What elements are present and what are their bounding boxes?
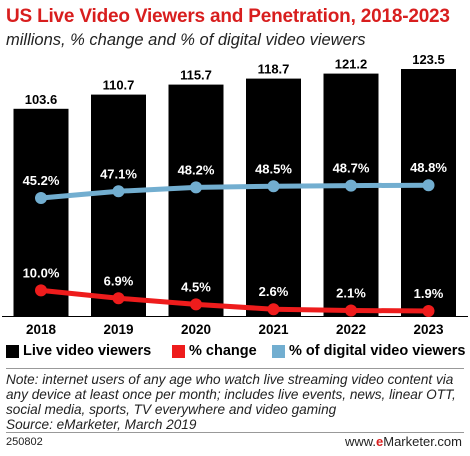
point-penetration-2020	[190, 181, 202, 194]
point-pct-change-2020	[190, 298, 202, 311]
x-tick-label-2018: 2018	[26, 322, 57, 337]
legend-item-live-video-viewers: Live video viewers	[6, 343, 151, 359]
brand-e: e	[376, 434, 384, 449]
legend-swatch-black	[6, 344, 19, 358]
legend-item-percent-change: % change	[172, 343, 257, 359]
legend-swatch-red	[172, 344, 185, 358]
point-penetration-2022	[345, 179, 357, 192]
bar-2020	[168, 84, 224, 316]
x-tick-label-2022: 2022	[336, 322, 366, 337]
point-penetration-2018	[35, 192, 47, 204]
point-pct-change-2021	[267, 303, 280, 316]
note-line-1: Note: internet users of any age who watc…	[6, 372, 454, 387]
data-label-penetration-2020: 48.2%	[178, 162, 215, 177]
data-label-penetration-2019: 47.1%	[100, 166, 137, 181]
data-label-penetration-2023: 48.8%	[410, 160, 447, 175]
x-tick-label-2023: 2023	[413, 322, 444, 337]
data-label-pct-change-2021: 2.6%	[259, 284, 289, 299]
data-label-penetration-2022: 48.7%	[333, 161, 370, 176]
bar-2019	[91, 94, 146, 316]
legend-label: Live video viewers	[23, 343, 152, 359]
series-line-penetration	[38, 182, 431, 201]
point-pct-change-2023	[422, 305, 435, 317]
note-line-2: any device at least once per month; incl…	[6, 387, 456, 402]
point-penetration-2023	[422, 179, 435, 192]
x-tick-label-2020: 2020	[181, 322, 211, 337]
data-label-pct-change-2018: 10.0%	[23, 265, 60, 280]
bar-label-2022: 121.2	[335, 57, 368, 72]
data-label-pct-change-2022: 2.1%	[336, 285, 366, 300]
legend-label: % of digital video viewers	[289, 343, 466, 359]
brand-prefix: www.	[344, 434, 377, 449]
point-penetration-2019	[112, 185, 125, 198]
divider-bottom	[6, 432, 464, 433]
point-pct-change-2019	[112, 292, 125, 305]
bar-2021	[246, 78, 301, 316]
bar-label-2023: 123.5	[412, 52, 445, 67]
bar-2022	[323, 73, 379, 316]
data-label-penetration-2021: 48.5%	[255, 161, 292, 176]
data-label-penetration-2018: 45.2%	[23, 173, 60, 188]
chart-subtitle: millions, % change and % of digital vide…	[6, 31, 366, 49]
divider-top	[6, 368, 464, 369]
x-tick-label-2021: 2021	[258, 322, 289, 337]
chart-canvas: 103.6 2018 110.7 2019 115.7 2020 118.7 2021 121.…	[2, 52, 468, 337]
data-label-pct-change-2023: 1.9%	[414, 286, 444, 301]
note-source: Source: eMarketer, March 2019	[6, 417, 197, 432]
point-pct-change-2022	[345, 304, 357, 317]
chart-title: US Live Video Viewers and Penetration, 2…	[6, 6, 450, 27]
brand-suffix: Marketer.com	[383, 434, 462, 449]
point-pct-change-2018	[35, 284, 47, 297]
note-line-3: social media, sports, TV everywhere and …	[6, 402, 337, 417]
legend-swatch-blue	[272, 344, 285, 358]
chart-id: 250802	[6, 436, 43, 448]
bar-label-2021: 118.7	[258, 62, 290, 77]
bar-label-2019: 110.7	[103, 78, 135, 93]
bar-2018	[13, 108, 69, 316]
series-line-pct-change	[38, 287, 431, 314]
bar-label-2018: 103.6	[25, 92, 58, 107]
data-label-pct-change-2020: 4.5%	[181, 279, 211, 294]
x-tick-label-2019: 2019	[103, 322, 133, 337]
legend-item-percent-digital-video-viewers: % of digital video viewers	[272, 343, 465, 359]
legend-label: % change	[189, 343, 257, 359]
data-label-pct-change-2019: 6.9%	[104, 273, 134, 288]
chart-note: Note: internet users of any age who watc…	[6, 372, 466, 432]
chart-legend: Live video viewers % change % of digital…	[6, 343, 468, 365]
bar-label-2020: 115.7	[180, 68, 212, 83]
point-penetration-2021	[267, 180, 280, 193]
brand-logo: www.eMarketer.com	[345, 434, 462, 449]
bar-2023	[401, 69, 456, 316]
